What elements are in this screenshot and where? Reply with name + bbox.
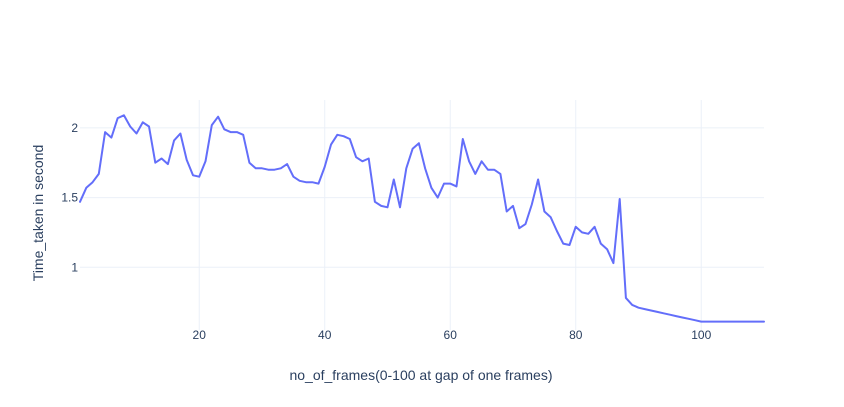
- y-tick-label: 2: [71, 121, 78, 135]
- gridlines: [80, 100, 764, 330]
- series-line: [79, 114, 765, 323]
- y-axis-title: Time_taken in second: [30, 145, 46, 281]
- x-tick-label: 40: [318, 328, 332, 342]
- y-tick-label: 1.5: [61, 191, 78, 205]
- y-axis-ticks: 11.52: [61, 121, 78, 274]
- x-tick-label: 80: [569, 328, 583, 342]
- y-tick-label: 1: [71, 260, 78, 274]
- x-tick-label: 20: [193, 328, 207, 342]
- x-axis-ticks: 20 40 60 80 100: [193, 328, 712, 342]
- series-layer: [79, 114, 765, 323]
- x-tick-label: 100: [691, 328, 711, 342]
- x-axis-title: no_of_frames(0-100 at gap of one frames): [289, 367, 552, 383]
- x-tick-label: 60: [444, 328, 458, 342]
